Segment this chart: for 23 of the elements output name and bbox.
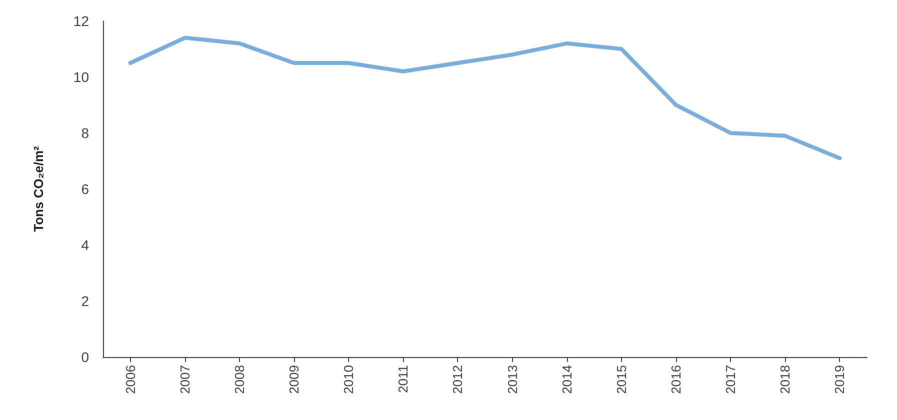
y-tick-label: 0 <box>81 349 90 365</box>
x-tick-label: 2007 <box>177 365 192 394</box>
x-tick-label: 2006 <box>122 365 138 394</box>
x-tick-label: 2013 <box>504 365 520 394</box>
y-tick-label: 12 <box>73 13 90 29</box>
y-axis-title: Tons CO₂e/m² <box>31 145 46 232</box>
x-tick-label: 2014 <box>559 365 574 394</box>
x-tick-label: 2010 <box>341 365 356 394</box>
y-tick-label: 6 <box>81 181 90 197</box>
x-tick-label: 2015 <box>614 365 629 394</box>
line-series <box>128 36 842 160</box>
y-tick-label: 10 <box>73 69 90 85</box>
x-tick-label: 2017 <box>723 365 738 394</box>
x-tick-label: 2012 <box>450 365 466 394</box>
x-tick-label: 2018 <box>778 365 793 394</box>
x-tick-label: 2016 <box>668 365 684 394</box>
x-tick-label: 2019 <box>832 365 848 394</box>
x-tick-label: 2009 <box>286 365 302 394</box>
y-tick-label: 2 <box>81 293 90 309</box>
y-tick-label: 4 <box>81 237 90 253</box>
x-tick-label: 2011 <box>396 365 411 393</box>
x-tick-label: 2008 <box>232 365 247 394</box>
y-tick-label: 8 <box>81 125 90 141</box>
